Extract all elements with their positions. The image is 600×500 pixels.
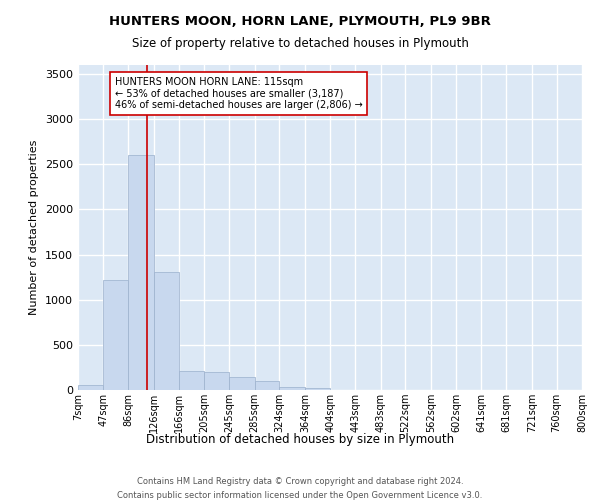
Bar (305, 388, 331, 390)
Bar (128, 156, 154, 390)
Text: Distribution of detached houses by size in Plymouth: Distribution of detached houses by size … (146, 432, 454, 446)
Text: Contains HM Land Registry data © Crown copyright and database right 2024.: Contains HM Land Registry data © Crown c… (137, 478, 463, 486)
Text: Contains public sector information licensed under the Open Government Licence v3: Contains public sector information licen… (118, 491, 482, 500)
Bar (204, 372, 229, 390)
Bar (229, 377, 254, 390)
Y-axis label: Number of detached properties: Number of detached properties (29, 140, 40, 315)
Text: HUNTERS MOON, HORN LANE, PLYMOUTH, PL9 9BR: HUNTERS MOON, HORN LANE, PLYMOUTH, PL9 9… (109, 15, 491, 28)
Text: HUNTERS MOON HORN LANE: 115sqm
← 53% of detached houses are smaller (3,187)
46% : HUNTERS MOON HORN LANE: 115sqm ← 53% of … (115, 76, 362, 110)
Bar (154, 272, 179, 390)
Bar (78, 386, 103, 390)
Text: Size of property relative to detached houses in Plymouth: Size of property relative to detached ho… (131, 38, 469, 51)
Bar (179, 372, 204, 390)
Bar (254, 381, 280, 390)
Bar (103, 280, 128, 390)
Bar (280, 388, 305, 390)
